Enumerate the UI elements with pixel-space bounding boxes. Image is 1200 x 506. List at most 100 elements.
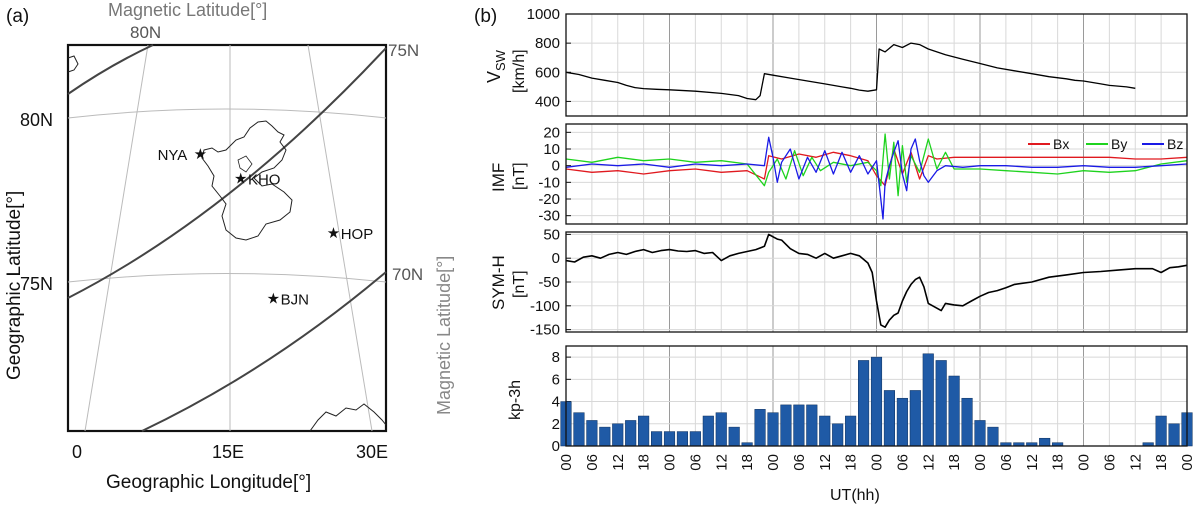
x-tick-label: 06 (1101, 454, 1118, 471)
kp-bar (858, 360, 870, 447)
x-tick-label: 06 (791, 454, 808, 471)
vsw-subplot: 400 600 800 1000 VSW [km/h] (484, 6, 1188, 117)
subplot-frame (565, 123, 1188, 225)
maglat-line-80n (67, 44, 154, 95)
meridian-0 (84, 44, 149, 432)
kp-bar (819, 415, 831, 447)
x-tick-label: 18 (1050, 454, 1067, 471)
legend-label: Bz (1167, 136, 1183, 152)
lon-tick-0: 0 (72, 442, 82, 462)
kp-bar (638, 415, 650, 447)
panel-b-label: (b) (474, 6, 497, 27)
maglat-line-75n (67, 47, 387, 299)
x-tick-label: 12 (713, 454, 730, 471)
kp-bar (909, 390, 921, 447)
x-tick-label: 18 (946, 454, 963, 471)
subplot-frame (565, 13, 1188, 117)
mag-tick-75n: 75N (388, 41, 419, 60)
x-tick-label: 12 (1127, 454, 1144, 471)
x-tick-label: 18 (739, 454, 756, 471)
kp-bar (793, 404, 805, 447)
kp-bar (1039, 437, 1051, 447)
x-axis-label: UT(hh) (830, 487, 880, 504)
lon-tick-30e: 30E (356, 442, 388, 462)
bz-series-line (565, 136, 1188, 220)
y-tick-label: 2 (552, 416, 560, 433)
legend-label: Bx (1053, 136, 1069, 152)
y-axis-unit: [km/h] (511, 49, 528, 93)
magnetic-latitude-title: Magnetic Latitude[°] (108, 0, 267, 20)
parallel-75n (67, 273, 387, 283)
kp-bar (806, 404, 818, 447)
kp-bar (689, 431, 701, 447)
x-tick-label: 00 (765, 454, 782, 471)
y-tick-label: -30 (538, 208, 560, 225)
x-tick-label: 06 (998, 454, 1015, 471)
kp-bar (845, 415, 857, 447)
kp-bar (586, 420, 598, 447)
svalbard-inner-coast (237, 155, 253, 173)
map-panel: (a) Magnetic Latitude[°] 80N 75N 70N ★ NY… (4, 0, 454, 493)
lat-tick-80n: 80N (20, 110, 53, 130)
geographic-latitude-label: Geographic Latitude[°] (4, 191, 25, 380)
subplot-frame (565, 345, 1188, 447)
kp-bar (702, 415, 714, 447)
station-star-icon: ★ (327, 225, 340, 242)
y-tick-label: 0 (552, 438, 560, 455)
y-tick-label: 0 (552, 250, 560, 267)
kp-bar (948, 375, 960, 447)
norway-coast (309, 403, 387, 432)
kp-bar (767, 412, 779, 447)
x-tick-label: 12 (1024, 454, 1041, 471)
y-tick-label: 10 (543, 141, 560, 158)
x-tick-label: 00 (972, 454, 989, 471)
x-tick-label: 00 (558, 454, 575, 471)
kp-bar (1168, 423, 1180, 447)
x-tick-labels: 00 06 12 18 00 06 12 18 00 06 12 18 00 06 12 18 00 06 12 18… (558, 454, 1196, 471)
kp-bar (896, 397, 908, 447)
station-label: HOP (341, 226, 374, 243)
legend-label: By (1111, 136, 1127, 152)
kp-bar (728, 426, 740, 447)
y-tick-label: -20 (538, 191, 560, 208)
x-tick-label: 12 (920, 454, 937, 471)
map-frame (66, 43, 388, 433)
y-axis-label: SYM-H (489, 255, 508, 310)
y-tick-label: 50 (543, 226, 560, 243)
kp-bar (573, 412, 585, 447)
vsw-series-line (565, 42, 1136, 101)
kp-bar (715, 412, 727, 447)
y-tick-label: 20 (543, 124, 560, 141)
x-tick-label: 00 (1076, 454, 1093, 471)
meridian-30e (307, 44, 373, 432)
symh-series-line (565, 233, 1188, 328)
symh-subplot: -150 -100 -50 0 50 SYM-H [nT] (489, 226, 1188, 339)
kp-bar (780, 404, 792, 447)
station-label: KHO (248, 172, 281, 189)
y-tick-label: -100 (530, 298, 560, 315)
x-tick-label: 06 (584, 454, 601, 471)
kp-subplot: 0 2 4 6 8 kp-3h (507, 345, 1193, 455)
kp-bar (832, 423, 844, 447)
parallel-80n (67, 108, 387, 119)
station-star-icon: ★ (194, 146, 207, 163)
mag-tick-70n: 70N (392, 265, 423, 284)
x-tick-label: 12 (817, 454, 834, 471)
kp-bar (1155, 415, 1167, 447)
y-tick-label: 8 (552, 349, 560, 366)
by-series-line (565, 133, 1188, 197)
x-tick-label: 00 (662, 454, 679, 471)
y-axis-label: VSW (484, 49, 508, 83)
x-tick-label: 18 (1153, 454, 1170, 471)
kp-bar (625, 420, 637, 447)
y-axis-label: IMF (489, 163, 508, 192)
kp-bar (922, 353, 934, 447)
kp-bar (663, 431, 676, 447)
y-tick-label: 6 (552, 371, 560, 388)
kp-bar (935, 360, 947, 447)
y-axis-label: kp-3h (507, 380, 524, 420)
x-tick-label: 18 (636, 454, 653, 471)
